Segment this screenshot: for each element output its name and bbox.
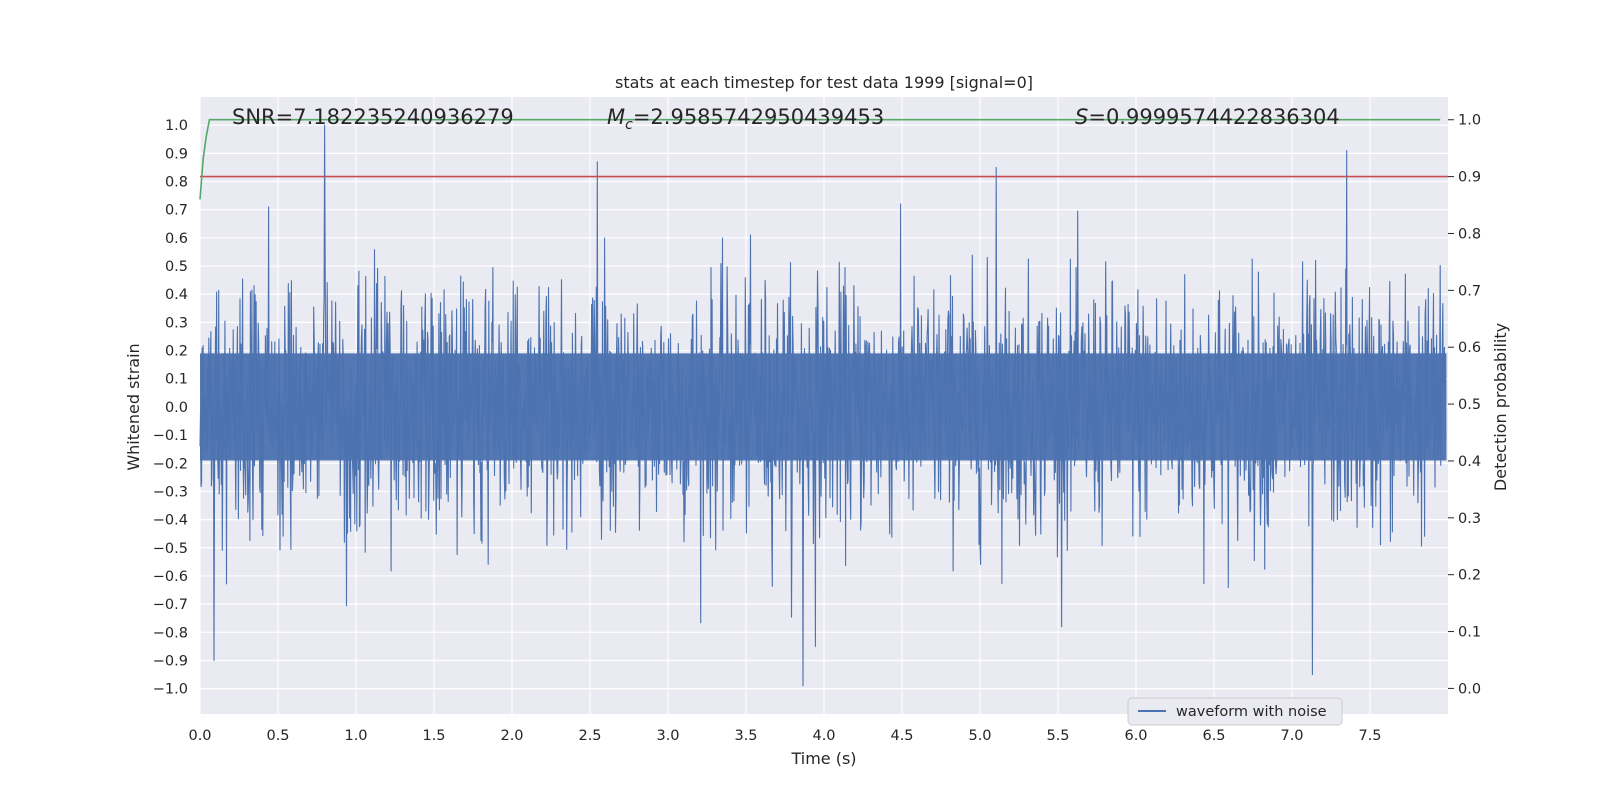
legend: waveform with noise [1127, 697, 1343, 726]
y-right-tick-label: 0.4 [1458, 454, 1481, 470]
x-axis-label: Time (s) [790, 749, 856, 768]
y-right-tick-label: 0.3 [1458, 511, 1481, 527]
detection-probability-line [199, 118, 1441, 200]
y-left-tick-label: 0.0 [165, 400, 188, 416]
y-right-tick-label: 0.5 [1458, 397, 1481, 413]
y-left-tick-label: −0.4 [153, 513, 188, 529]
s-symbol: S [1075, 105, 1088, 129]
y-left-tick-label: −0.2 [153, 456, 188, 472]
x-tick-label: 6.0 [1124, 728, 1147, 744]
x-tick-label: 1.0 [344, 728, 367, 744]
y-left-tick-label: 0.4 [165, 287, 188, 303]
y-axis-right-label: Detection probability [1491, 323, 1510, 491]
x-tick-label: 5.0 [968, 728, 991, 744]
y-left-tick-label: −0.1 [153, 428, 188, 444]
x-tick-label: 5.5 [1046, 728, 1069, 744]
y-right-tick-label: 0.6 [1458, 340, 1481, 356]
y-right-tick-label: 1.0 [1458, 113, 1481, 129]
x-tick-label: 0.0 [188, 728, 211, 744]
waveform-series [199, 124, 1447, 687]
x-axis-ticks: 0.0 0.5 1.0 1.5 2.0 2.5 3.0 3.5 4.0 4.5 5.0 5.5 6.0 6… [188, 728, 1381, 744]
legend-box [1127, 697, 1343, 726]
x-tick-label: 2.5 [578, 728, 601, 744]
x-tick-label: 0.5 [266, 728, 289, 744]
legend-label: waveform with noise [1176, 704, 1327, 720]
y-right-tick-label: 0.0 [1458, 681, 1481, 697]
x-tick-label: 2.0 [500, 728, 523, 744]
y-left-tick-label: 0.5 [165, 259, 188, 275]
y-left-tick-label: 0.6 [165, 231, 188, 247]
waveform-band [200, 353, 1447, 461]
chart-title: stats at each timestep for test data 199… [615, 73, 1033, 92]
y-left-tick-label: −0.5 [153, 541, 188, 557]
mc-value: =2.9585742950439453 [633, 105, 884, 129]
y-left-tick-label: 1.0 [165, 118, 188, 134]
y-right-tick-label: 0.1 [1458, 625, 1481, 641]
mc-subscript: c [625, 117, 633, 133]
x-tick-label: 3.5 [734, 728, 757, 744]
y-right-tick-label: 0.7 [1458, 283, 1481, 299]
y-left-tick-label: 0.1 [165, 372, 188, 388]
y-left-tick-label: 0.9 [165, 146, 188, 162]
y-left-tick-label: −0.8 [153, 625, 188, 641]
x-tick-label: 3.0 [656, 728, 679, 744]
s-annotation: S=0.9999574422836304 [1075, 105, 1340, 129]
y-left-tick-label: −0.6 [153, 569, 188, 585]
y-left-tick-label: 0.8 [165, 175, 188, 191]
x-tick-label: 4.5 [890, 728, 913, 744]
snr-annotation: SNR=7.182235240936279 [232, 105, 514, 129]
y-left-tick-label: 0.2 [165, 344, 188, 360]
y-left-tick-label: −0.3 [153, 484, 188, 500]
y-right-tick-label: 0.9 [1458, 170, 1481, 186]
y-right-tick-label: 0.2 [1458, 568, 1481, 584]
y-right-tick-label: 0.8 [1458, 226, 1481, 242]
x-tick-label: 1.5 [422, 728, 445, 744]
x-tick-label: 6.5 [1202, 728, 1225, 744]
y-axis-right-ticks: 1.0 0.9 0.8 0.7 0.6 0.5 0.4 0.3 0.2 0.1 0.0 [1448, 113, 1481, 697]
mc-symbol: M [607, 105, 625, 129]
y-axis-left-ticks: 1.0 0.9 0.8 0.7 0.6 0.5 0.4 0.3 0.2 0.1 0.0 −0.1 −0.… [153, 118, 188, 697]
x-tick-label: 7.0 [1280, 728, 1303, 744]
y-left-tick-label: −0.9 [153, 653, 188, 669]
y-left-tick-label: −0.7 [153, 597, 188, 613]
x-tick-label: 7.5 [1358, 728, 1381, 744]
y-left-tick-label: 0.7 [165, 203, 188, 219]
y-left-tick-label: −1.0 [153, 682, 188, 698]
y-left-tick-label: 0.3 [165, 315, 188, 331]
x-tick-label: 4.0 [812, 728, 835, 744]
y-axis-left-label: Whitened strain [124, 343, 143, 470]
probability-series [199, 118, 1448, 200]
s-value: =0.9999574422836304 [1088, 105, 1339, 129]
mc-annotation: Mc=2.9585742950439453 [607, 105, 884, 133]
